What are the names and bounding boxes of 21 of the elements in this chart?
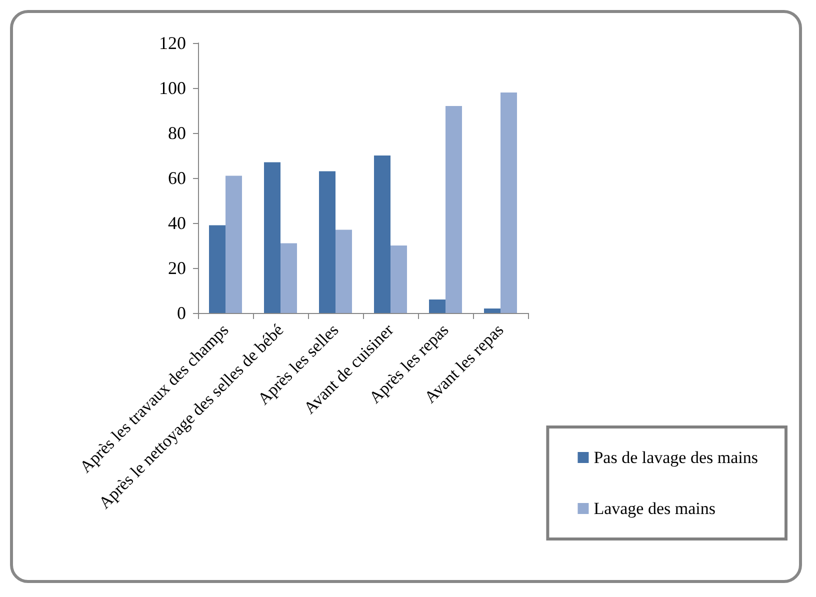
y-tick-label: 80: [168, 123, 186, 143]
bar: [226, 176, 242, 313]
bar: [500, 92, 517, 313]
y-tick-label: 20: [168, 258, 186, 278]
bar: [446, 106, 462, 313]
y-tick-label: 120: [159, 33, 186, 53]
bar: [429, 300, 446, 313]
bar: [484, 308, 500, 313]
bar: [280, 243, 297, 313]
bar: [264, 162, 280, 313]
bar: [209, 225, 226, 313]
bar: [319, 171, 336, 313]
legend-label: Lavage des mains: [594, 499, 716, 518]
bar: [336, 230, 352, 313]
legend-label: Pas de lavage des mains: [594, 448, 758, 467]
y-tick-label: 0: [177, 303, 186, 323]
y-tick-label: 60: [168, 168, 186, 188]
bar: [390, 246, 407, 313]
bar: [374, 156, 390, 313]
y-tick-label: 100: [159, 78, 186, 98]
y-tick-label: 40: [168, 213, 186, 233]
